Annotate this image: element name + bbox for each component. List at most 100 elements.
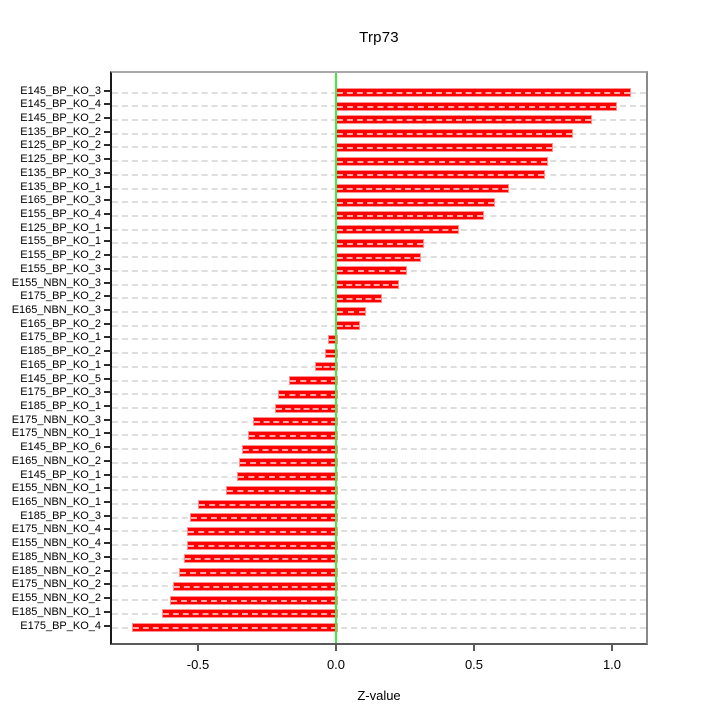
y-label: E135_BP_KO_2: [20, 125, 101, 138]
y-label: E145_BP_KO_6: [20, 441, 101, 454]
bar-E185_BP_KO_1: [275, 403, 338, 413]
bar-E125_BP_KO_1: [336, 225, 460, 235]
bar-grid-overlay: [276, 407, 337, 410]
y-tick: [104, 501, 110, 504]
bar-grid-overlay: [187, 530, 337, 533]
bar-E175_NBN_KO_1: [247, 430, 338, 440]
bar-grid-overlay: [337, 105, 616, 108]
bar-E145_BP_KO_6: [242, 444, 338, 454]
y-label: E185_BP_KO_2: [20, 345, 101, 358]
bar-E175_BP_KO_2: [336, 293, 383, 303]
bar-E185_BP_KO_3: [189, 513, 338, 523]
bar-grid-overlay: [243, 448, 337, 451]
bar-grid-overlay: [163, 613, 337, 616]
bar-E135_BP_KO_3: [336, 170, 545, 180]
bar-E175_NBN_KO_2: [173, 581, 338, 591]
bar-E135_BP_KO_1: [336, 184, 510, 194]
y-tick: [104, 240, 110, 243]
y-tick: [104, 116, 110, 119]
y-label: E185_BP_KO_3: [20, 509, 101, 522]
y-tick: [104, 542, 110, 545]
gridline: [112, 352, 646, 355]
y-tick: [104, 514, 110, 517]
bar-grid-overlay: [187, 544, 337, 547]
bar-grid-overlay: [337, 311, 365, 314]
bar-grid-overlay: [171, 599, 337, 602]
y-label: E155_NBN_KO_3: [11, 276, 101, 289]
bar-E185_NBN_KO_3: [184, 554, 338, 564]
bar-grid-overlay: [237, 476, 337, 479]
chart-title: Trp73: [359, 29, 399, 46]
bar-grid-overlay: [337, 284, 398, 287]
gridline: [112, 599, 646, 602]
y-label: E175_BP_KO_2: [20, 290, 101, 303]
x-tick-label: 1.0: [602, 657, 622, 672]
bar-grid-overlay: [337, 188, 509, 191]
y-label: E175_BP_KO_4: [20, 619, 101, 632]
gridline: [112, 365, 646, 368]
bar-E155_BP_KO_4: [336, 211, 485, 221]
y-label: E155_BP_KO_2: [20, 249, 101, 262]
y-label: E175_BP_KO_1: [20, 331, 101, 344]
x-tick: [611, 645, 613, 651]
bar-grid-overlay: [337, 270, 406, 273]
gridline: [112, 612, 646, 615]
bar-grid-overlay: [337, 229, 459, 232]
y-label: E165_NBN_KO_1: [11, 496, 101, 509]
x-tick-label: 0.0: [326, 657, 346, 672]
bar-grid-overlay: [254, 421, 337, 424]
bar-grid-overlay: [290, 380, 337, 383]
bar-E165_BP_KO_2: [336, 321, 361, 331]
gridline: [112, 503, 646, 506]
bar-grid-overlay: [226, 489, 337, 492]
y-label: E135_BP_KO_1: [20, 180, 101, 193]
y-tick: [104, 569, 110, 572]
bar-grid-overlay: [316, 366, 337, 369]
bar-E155_NBN_KO_1: [225, 485, 338, 495]
y-label: E185_NBN_KO_3: [11, 550, 101, 563]
y-label: E125_BP_KO_3: [20, 153, 101, 166]
y-label: E175_NBN_KO_2: [11, 578, 101, 591]
y-label: E145_BP_KO_4: [20, 98, 101, 111]
gridline: [112, 434, 646, 437]
y-tick: [104, 226, 110, 229]
y-label: E155_NBN_KO_2: [11, 592, 101, 605]
y-tick: [104, 459, 110, 462]
y-tick: [104, 418, 110, 421]
y-label: E125_BP_KO_1: [20, 221, 101, 234]
y-tick: [104, 624, 110, 627]
gridline: [112, 585, 646, 588]
y-tick: [104, 473, 110, 476]
bar-E155_NBN_KO_3: [336, 280, 399, 290]
bar-grid-overlay: [328, 338, 337, 341]
y-label: E125_BP_KO_2: [20, 139, 101, 152]
bar-grid-overlay: [337, 297, 382, 300]
bar-E125_BP_KO_2: [336, 142, 554, 152]
y-label: E165_NBN_KO_3: [11, 303, 101, 316]
y-tick: [104, 487, 110, 490]
bar-grid-overlay: [325, 352, 337, 355]
gridline: [112, 571, 646, 574]
y-label: E145_BP_KO_3: [20, 84, 101, 97]
y-tick: [104, 130, 110, 133]
bar-grid-overlay: [337, 174, 544, 177]
y-label: E155_BP_KO_1: [20, 235, 101, 248]
y-label: E165_BP_KO_3: [20, 194, 101, 207]
bar-grid-overlay: [132, 627, 337, 629]
y-label: E155_BP_KO_4: [20, 207, 101, 220]
bar-E165_BP_KO_3: [336, 197, 496, 207]
gridline: [112, 516, 646, 519]
y-tick: [104, 89, 110, 92]
y-tick: [104, 555, 110, 558]
y-tick: [104, 295, 110, 298]
bar-grid-overlay: [199, 503, 337, 506]
gridline: [112, 530, 646, 533]
bar-E175_BP_KO_4: [131, 623, 338, 632]
bar-grid-overlay: [190, 517, 337, 520]
bar-E125_BP_KO_3: [336, 156, 548, 166]
x-tick: [335, 645, 337, 651]
y-tick: [104, 158, 110, 161]
y-tick: [104, 446, 110, 449]
y-label: E145_BP_KO_5: [20, 372, 101, 385]
bar-grid-overlay: [174, 585, 337, 588]
